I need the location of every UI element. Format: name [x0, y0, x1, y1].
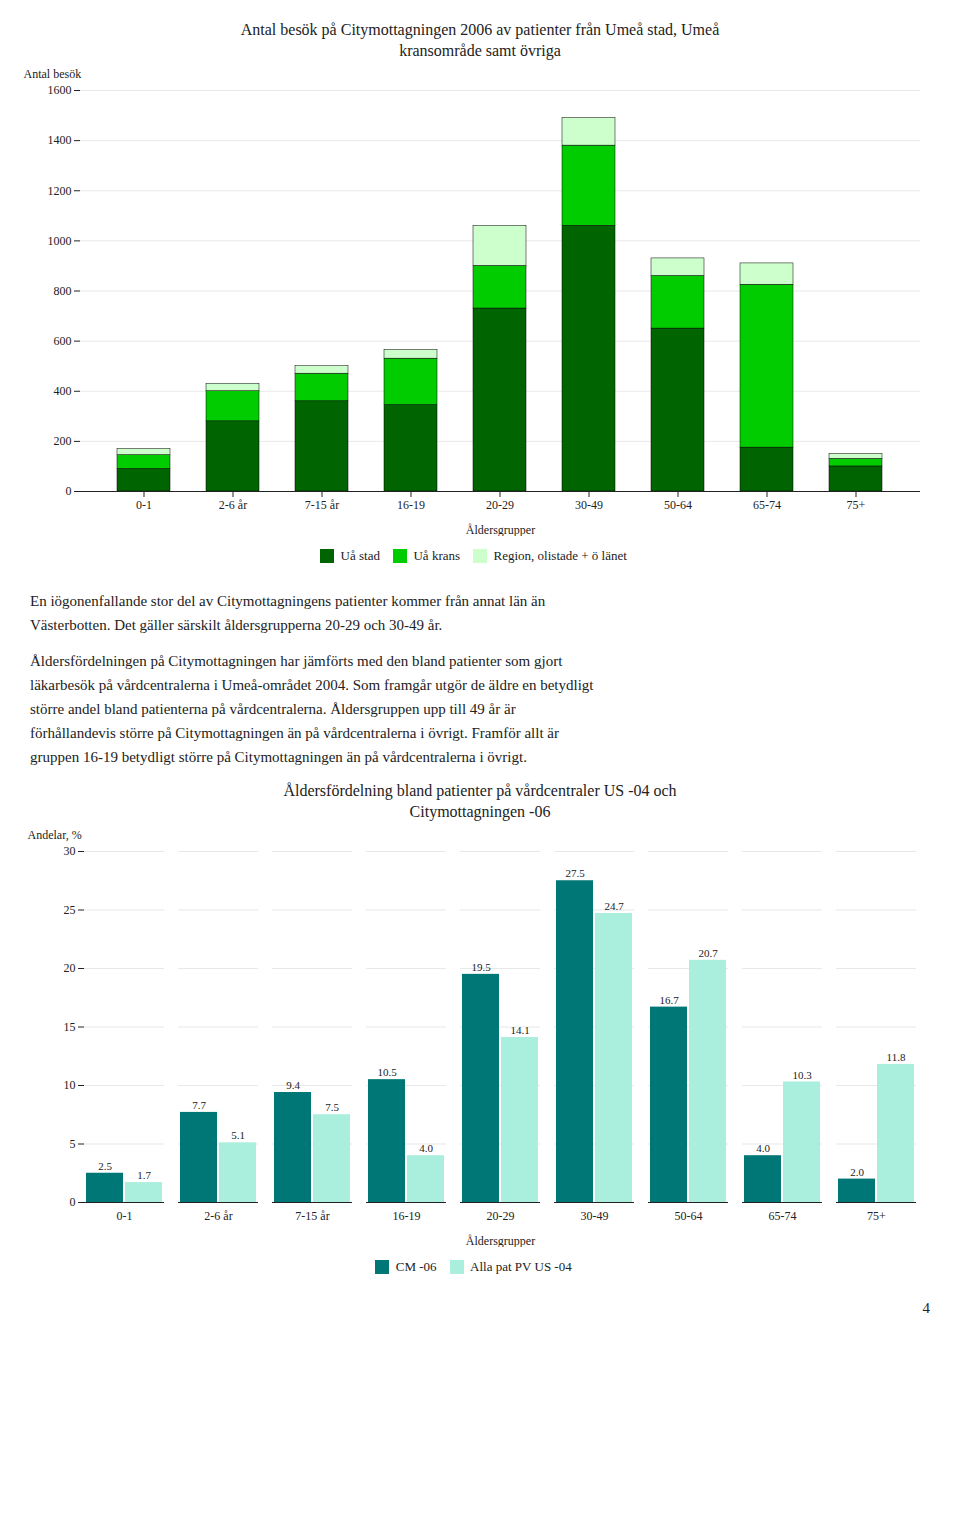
svg-text:2-6 år: 2-6 år — [219, 498, 247, 512]
svg-text:20: 20 — [64, 961, 76, 975]
html-text:Åldersfördelningen på Citymott: Åldersfördelningen på Citymottagningen h… — [30, 653, 594, 766]
svg-text:65-74: 65-74 — [769, 1209, 797, 1223]
svg-text:7.5: 7.5 — [325, 1101, 339, 1113]
svg-text:0: 0 — [70, 1195, 76, 1209]
svg-text:75+: 75+ — [867, 1209, 886, 1223]
svg-text:200: 200 — [54, 434, 72, 448]
svg-text:5: 5 — [70, 1137, 76, 1151]
svg-text:65-74: 65-74 — [753, 498, 781, 512]
svg-text:9.4: 9.4 — [286, 1079, 300, 1091]
svg-text:20-29: 20-29 — [487, 1209, 515, 1223]
svg-text:30: 30 — [64, 844, 76, 858]
svg-text:16.7: 16.7 — [659, 993, 679, 1005]
svg-text:Andelar, %: Andelar, % — [28, 828, 82, 842]
html-text:Antal besök på Citymottagninge: Antal besök på Citymottagningen 2006 av … — [240, 21, 720, 59]
svg-text:Åldersgrupper: Åldersgrupper — [466, 522, 535, 536]
svg-text:0-1: 0-1 — [136, 498, 152, 512]
svg-text:7-15 år: 7-15 år — [305, 498, 339, 512]
svg-text:2-6 år: 2-6 år — [204, 1209, 232, 1223]
html-text:Uå krans: Uå krans — [413, 548, 460, 564]
svg-text:16-19: 16-19 — [393, 1209, 421, 1223]
html-text:4: 4 — [922, 1300, 930, 1317]
svg-text:5.1: 5.1 — [231, 1129, 245, 1141]
svg-text:30-49: 30-49 — [581, 1209, 609, 1223]
svg-text:10.3: 10.3 — [792, 1068, 812, 1080]
svg-text:4.0: 4.0 — [756, 1142, 770, 1154]
svg-text:19.5: 19.5 — [471, 961, 491, 973]
html-text:CM -06: CM -06 — [395, 1259, 437, 1275]
svg-text:10: 10 — [64, 1078, 76, 1092]
html-text:Alla pat PV US -04: Alla pat PV US -04 — [470, 1259, 572, 1275]
svg-text:24.7: 24.7 — [604, 900, 624, 912]
svg-text:75+: 75+ — [847, 498, 866, 512]
svg-text:14.1: 14.1 — [510, 1024, 529, 1036]
html-text:Åldersfördelning bland patient: Åldersfördelning bland patienter på vård… — [283, 782, 677, 820]
svg-text:25: 25 — [64, 903, 76, 917]
svg-text:1400: 1400 — [48, 133, 72, 147]
svg-text:7-15 år: 7-15 år — [295, 1209, 329, 1223]
svg-text:10.5: 10.5 — [377, 1066, 397, 1078]
html-text:En iögonenfallande stor del av: En iögonenfallande stor del av Citymotta… — [30, 593, 546, 634]
html-text:Region, olistade + ö länet: Region, olistade + ö länet — [493, 548, 627, 564]
svg-text:0: 0 — [66, 484, 72, 498]
svg-text:27.5: 27.5 — [565, 867, 585, 879]
svg-text:50-64: 50-64 — [664, 498, 692, 512]
svg-text:7.7: 7.7 — [192, 1099, 206, 1111]
svg-text:16-19: 16-19 — [397, 498, 425, 512]
svg-text:1200: 1200 — [48, 183, 72, 197]
svg-text:2.5: 2.5 — [98, 1159, 112, 1171]
svg-text:Antal besök: Antal besök — [24, 67, 82, 81]
svg-text:600: 600 — [54, 334, 72, 348]
svg-text:1.7: 1.7 — [137, 1169, 151, 1181]
svg-text:50-64: 50-64 — [675, 1209, 703, 1223]
svg-text:400: 400 — [54, 384, 72, 398]
svg-text:11.8: 11.8 — [887, 1051, 906, 1063]
svg-text:1600: 1600 — [48, 83, 72, 97]
svg-text:2.0: 2.0 — [850, 1165, 864, 1177]
svg-text:4.0: 4.0 — [419, 1142, 433, 1154]
svg-text:Åldersgrupper: Åldersgrupper — [466, 1233, 535, 1247]
svg-text:20-29: 20-29 — [486, 498, 514, 512]
svg-text:800: 800 — [54, 283, 72, 297]
svg-text:20.7: 20.7 — [698, 947, 718, 959]
svg-text:1000: 1000 — [48, 233, 72, 247]
svg-text:0-1: 0-1 — [117, 1209, 133, 1223]
svg-text:15: 15 — [64, 1020, 76, 1034]
html-text:Uå stad: Uå stad — [340, 548, 380, 564]
svg-text:30-49: 30-49 — [575, 498, 603, 512]
